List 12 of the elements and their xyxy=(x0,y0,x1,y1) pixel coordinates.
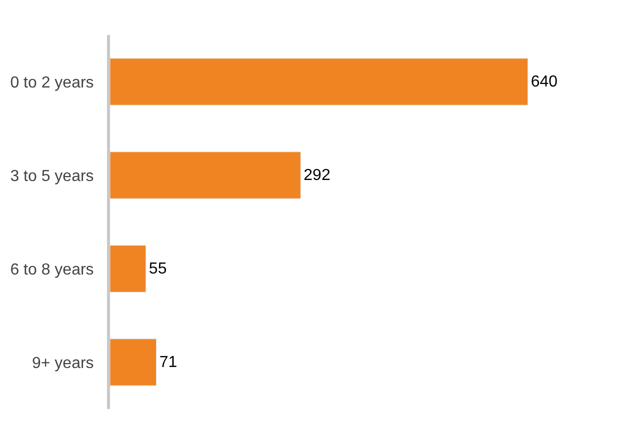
data-label: 292 xyxy=(304,166,330,184)
data-label: 55 xyxy=(148,260,167,278)
data-label: 71 xyxy=(159,354,178,371)
y-tick-label: 6 to 8 years xyxy=(10,261,94,278)
y-tick-label: 3 to 5 years xyxy=(10,168,94,185)
bar xyxy=(110,152,301,199)
bar xyxy=(110,58,528,106)
y-tick-label: 0 to 2 years xyxy=(10,74,94,92)
bar xyxy=(110,245,146,292)
data-label: 640 xyxy=(530,73,558,90)
bar xyxy=(110,338,157,386)
y-tick-label: 9+ years xyxy=(32,354,94,372)
